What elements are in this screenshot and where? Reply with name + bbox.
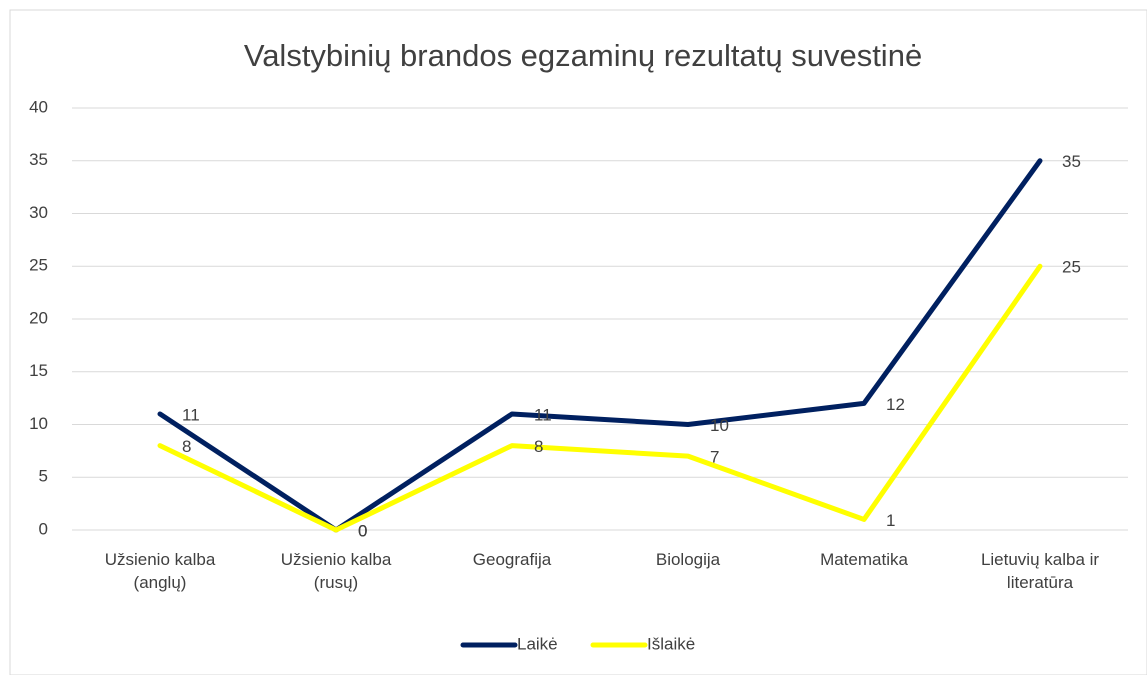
y-tick-label: 35: [29, 150, 48, 169]
legend-label: Išlaikė: [647, 634, 695, 653]
data-label: 8: [534, 437, 543, 456]
y-tick-label: 10: [29, 414, 48, 433]
y-tick-label: 15: [29, 361, 48, 380]
x-tick-label: Užsienio kalba (rusų): [280, 550, 392, 592]
x-tick-label: Biologija: [655, 550, 721, 569]
chart-frame: [9, 9, 1147, 675]
series-line: [157, 158, 1043, 533]
data-label: 11: [182, 405, 200, 424]
y-tick-label: 40: [29, 97, 48, 116]
x-tick-label: Lietuvių kalba ir literatūra: [980, 550, 1100, 592]
data-label: 10: [710, 416, 729, 435]
y-tick-label: 0: [39, 519, 48, 538]
y-tick-label: 20: [29, 308, 48, 327]
y-tick-label: 30: [29, 203, 48, 222]
chart-title: Valstybinių brandos egzaminų rezultatų s…: [244, 38, 922, 73]
data-label: 25: [1062, 258, 1081, 277]
y-tick-label: 5: [39, 467, 48, 486]
data-label: 35: [1062, 152, 1081, 171]
y-tick-label: 25: [29, 256, 48, 275]
data-label: 1: [886, 511, 895, 530]
data-label: 12: [886, 395, 905, 414]
data-label: 0: [358, 521, 367, 540]
x-tick-label: Užsienio kalba (anglų): [104, 550, 216, 592]
legend-label: Laikė: [517, 634, 558, 653]
data-label: 8: [182, 437, 191, 456]
x-tick-label: Matematika: [820, 550, 908, 569]
x-tick-label: Geografija: [472, 550, 552, 569]
data-label: 0: [358, 521, 367, 540]
data-label: 7: [710, 448, 719, 467]
series-line: [157, 263, 1043, 533]
data-label: 11: [534, 405, 552, 424]
